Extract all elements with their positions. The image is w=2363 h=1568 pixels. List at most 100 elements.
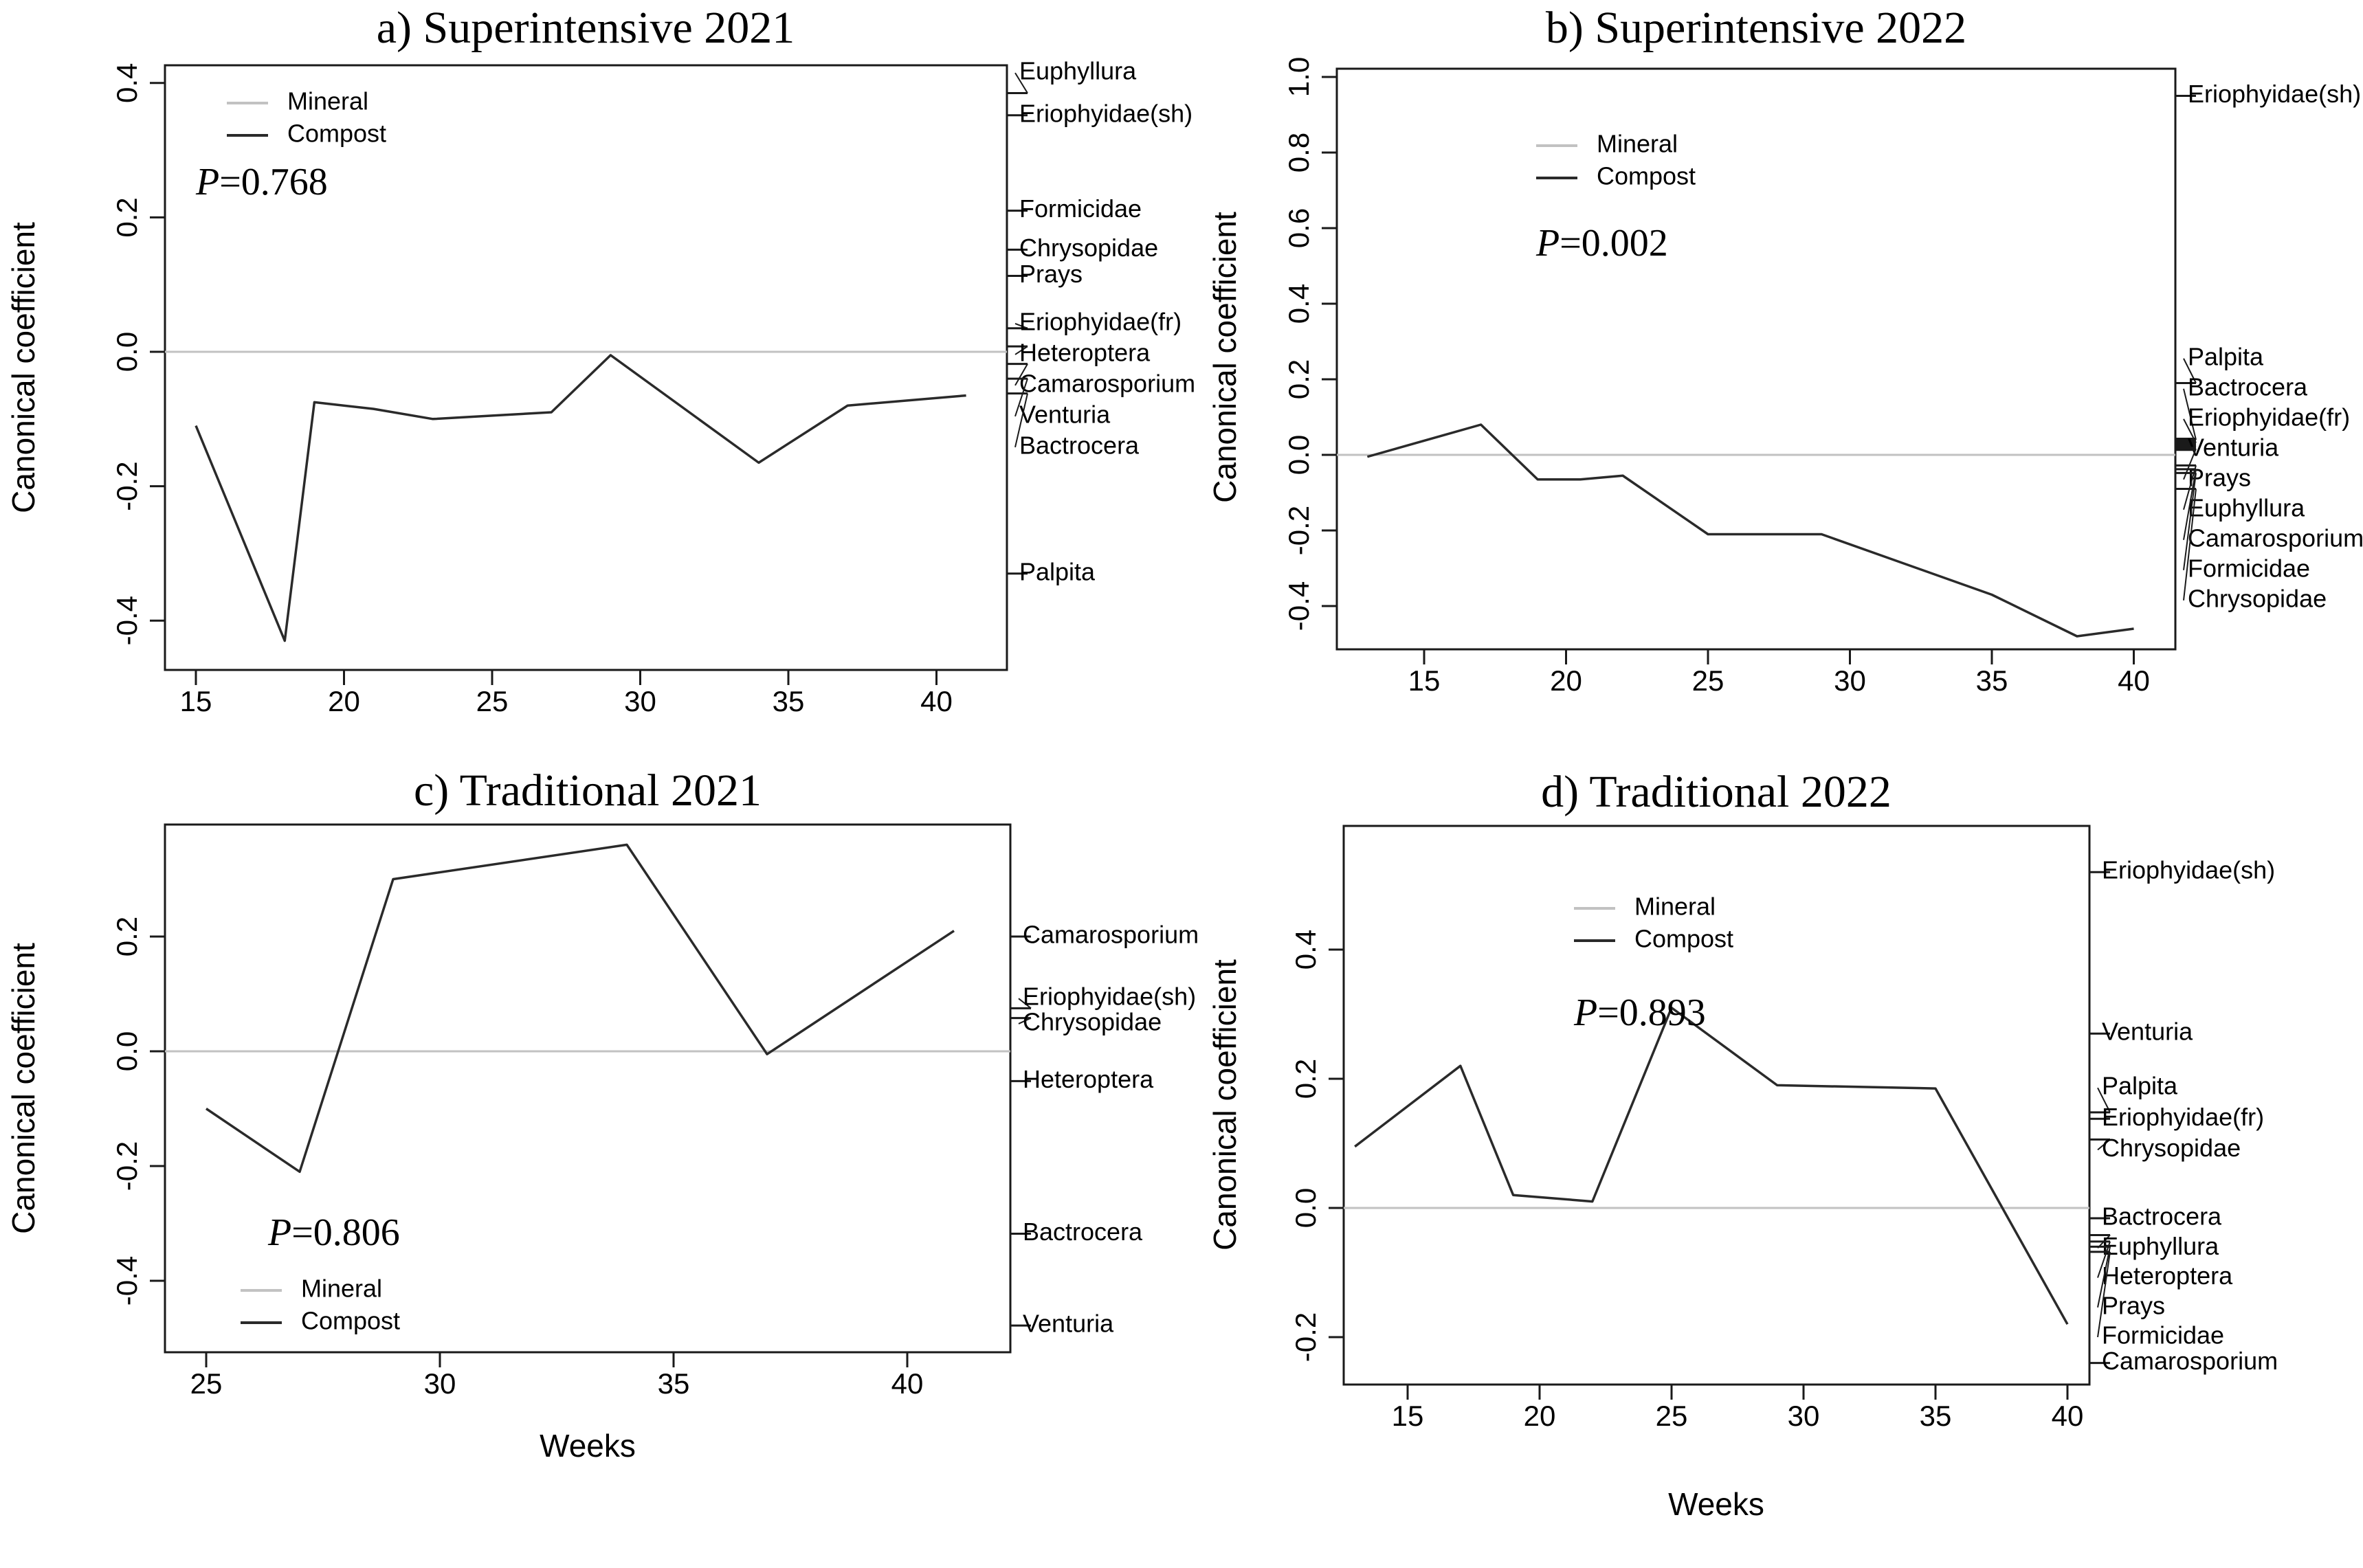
y-axis-label: Canonical coefficient bbox=[1207, 959, 1243, 1251]
x-tick-label: 30 bbox=[1788, 1400, 1820, 1432]
species-label: Eriophyidae(sh) bbox=[2188, 80, 2361, 108]
species-leader-line bbox=[1018, 998, 1032, 1009]
y-tick-label: -0.4 bbox=[1283, 581, 1315, 631]
species-leader-line bbox=[2097, 1087, 2111, 1113]
x-tick-label: 25 bbox=[190, 1367, 223, 1400]
species-label: Venturia bbox=[2188, 433, 2279, 461]
x-tick-label: 15 bbox=[1408, 664, 1441, 697]
species-label: Prays bbox=[2102, 1291, 2165, 1319]
p-value-label: P=0.893 bbox=[1573, 992, 1706, 1034]
x-axis-label: Weeks bbox=[1668, 1486, 1764, 1522]
legend-label: Mineral bbox=[301, 1275, 382, 1303]
species-leader-line bbox=[2183, 489, 2197, 601]
compost-line bbox=[1354, 1006, 2069, 1325]
compost-line bbox=[1366, 423, 2134, 638]
y-tick-label: -0.2 bbox=[1289, 1312, 1322, 1362]
plot-frame bbox=[1342, 825, 2091, 1386]
species-leader-line bbox=[2183, 448, 2197, 480]
x-tick-label: 20 bbox=[1550, 664, 1582, 697]
y-axis-label: Canonical coefficient bbox=[1207, 212, 1243, 503]
species-label: Venturia bbox=[1023, 1310, 1114, 1338]
y-tick-label: -0.4 bbox=[111, 1256, 143, 1306]
x-tick-label: 35 bbox=[773, 685, 805, 717]
species-label: Bactrocera bbox=[2102, 1202, 2222, 1231]
y-tick-label: 0.2 bbox=[1289, 1059, 1322, 1099]
x-tick-label: 25 bbox=[1692, 664, 1724, 697]
x-tick-label: 20 bbox=[328, 685, 360, 717]
species-leader-line bbox=[2183, 469, 2197, 540]
species-label: Prays bbox=[1019, 260, 1083, 288]
compost-line bbox=[195, 354, 966, 642]
panel-title: d) Traditional 2022 bbox=[1541, 767, 1891, 817]
species-label: Eriophyidae(sh) bbox=[2102, 856, 2275, 884]
legend-label: Mineral bbox=[1597, 130, 1678, 158]
p-value-label: P=0.806 bbox=[267, 1211, 400, 1254]
legend: Mineral Compost bbox=[227, 87, 386, 148]
x-tick-label: 15 bbox=[1392, 1400, 1424, 1432]
species-leader-line bbox=[2183, 388, 2197, 440]
x-tick-label: 20 bbox=[1524, 1400, 1556, 1432]
plot-frame bbox=[164, 64, 1008, 671]
x-tick-label: 25 bbox=[476, 685, 509, 717]
x-axis-label: Weeks bbox=[540, 1428, 636, 1464]
y-tick-label: 0.0 bbox=[111, 332, 143, 372]
legend: Mineral Compost bbox=[1536, 130, 1696, 190]
y-tick-label: 0.4 bbox=[111, 63, 143, 103]
panel-a: a) Superintensive 2021 0.4 0.2 0.0 -0.2 -0.4 1… bbox=[5, 3, 1195, 717]
y-tick-label: -0.2 bbox=[1283, 506, 1315, 555]
panel-title: b) Superintensive 2022 bbox=[1546, 3, 1966, 53]
y-tick-label: 0.2 bbox=[1283, 359, 1315, 399]
x-tick-label: 35 bbox=[658, 1367, 690, 1400]
species-label: Heteroptera bbox=[2102, 1262, 2233, 1290]
x-tick-label: 40 bbox=[920, 685, 953, 717]
species-leader-line bbox=[1014, 363, 1028, 386]
species-label: Bactrocera bbox=[1019, 431, 1140, 459]
y-tick-label: -0.2 bbox=[111, 461, 143, 511]
p-value-label: P=0.768 bbox=[195, 161, 328, 203]
species-leader-line bbox=[2097, 1251, 2111, 1338]
species-label: Palpita bbox=[2188, 342, 2264, 370]
y-tick-label: 0.2 bbox=[111, 917, 143, 956]
species-label: Eriophyidae(fr) bbox=[1019, 307, 1182, 335]
species-leader-line bbox=[1014, 393, 1028, 448]
y-axis-label: Canonical coefficient bbox=[5, 222, 41, 513]
x-tick-label: 30 bbox=[624, 685, 656, 717]
species-label: Eriophyidae(sh) bbox=[1019, 99, 1192, 127]
panel-title: c) Traditional 2021 bbox=[414, 765, 762, 816]
p-value-label: P=0.002 bbox=[1535, 222, 1668, 265]
x-tick-label: 25 bbox=[1656, 1400, 1688, 1432]
species-label: Camarosporium bbox=[1023, 921, 1199, 949]
y-tick-label: 0.2 bbox=[111, 197, 143, 237]
legend: Mineral Compost bbox=[241, 1275, 400, 1335]
species-leader-line bbox=[1014, 346, 1028, 355]
legend-label: Compost bbox=[301, 1307, 400, 1335]
y-tick-label: 1.0 bbox=[1283, 57, 1315, 97]
species-label: Camarosporium bbox=[2188, 524, 2363, 552]
species-leader-line bbox=[1014, 72, 1028, 93]
x-tick-label: 30 bbox=[1834, 664, 1866, 697]
species-label: Venturia bbox=[2102, 1018, 2193, 1046]
plot-frame bbox=[1335, 67, 2177, 651]
species-label: Venturia bbox=[1019, 400, 1111, 428]
species-label: Palpita bbox=[1019, 557, 1096, 585]
species-label: Chrysopidae bbox=[2188, 584, 2327, 612]
y-tick-label: 0.4 bbox=[1289, 930, 1322, 970]
x-tick-label: 40 bbox=[891, 1367, 924, 1400]
x-tick-label: 35 bbox=[1976, 664, 2008, 697]
panel-c: c) Traditional 2021 0.2 0.0 -0.2 -0.4 25 30 35 4… bbox=[5, 765, 1199, 1464]
species-label: Formicidae bbox=[2102, 1321, 2224, 1349]
species-label: Bactrocera bbox=[2188, 372, 2308, 401]
legend-label: Mineral bbox=[1634, 893, 1716, 921]
species-label: Bactrocera bbox=[1023, 1218, 1143, 1246]
species-label: Camarosporium bbox=[1019, 369, 1195, 397]
species-leader-line bbox=[2097, 1246, 2111, 1308]
panel-b: b) Superintensive 2022 1.0 0.8 0.6 0.4 0.2 0.0… bbox=[1207, 3, 2363, 697]
species-label: Chrysopidae bbox=[1019, 234, 1158, 262]
panel-title: a) Superintensive 2021 bbox=[377, 3, 795, 53]
species-label: Euphyllura bbox=[1019, 57, 1137, 85]
x-tick-label: 40 bbox=[2052, 1400, 2084, 1432]
species-leader-line bbox=[2097, 1139, 2111, 1151]
species-label: Heteroptera bbox=[1019, 338, 1151, 366]
species-label: Prays bbox=[2188, 463, 2251, 491]
species-label: Heteroptera bbox=[1023, 1065, 1154, 1093]
